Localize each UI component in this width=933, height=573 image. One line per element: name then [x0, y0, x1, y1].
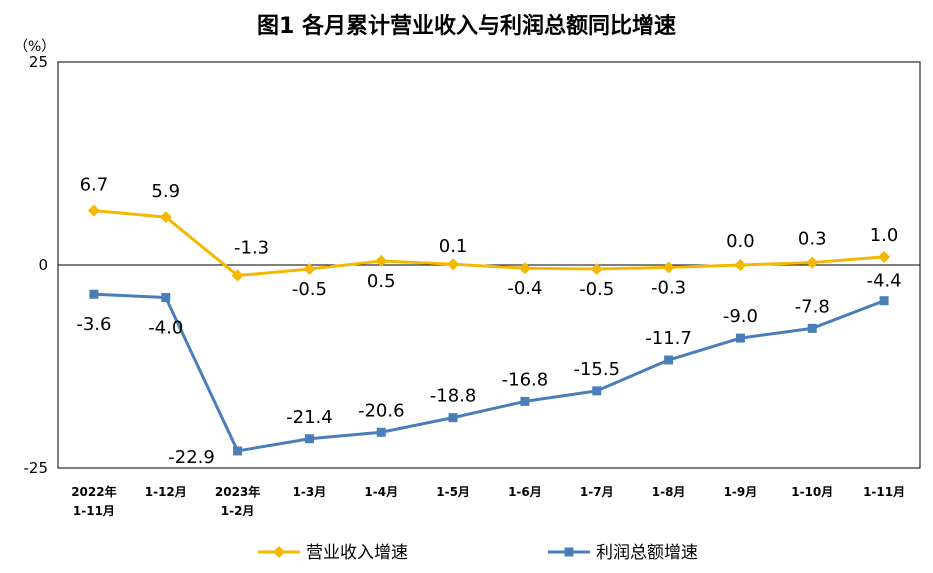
profit-data-point: [448, 413, 458, 423]
profit-data-label: -4.0: [148, 317, 183, 338]
profit-data-label: -11.7: [645, 328, 692, 349]
x-tick-label: 1-2月: [221, 504, 255, 518]
legend: 营业收入增速 利润总额增速: [258, 543, 698, 563]
revenue-data-point: [734, 259, 747, 271]
revenue-data-label: -0.5: [292, 279, 327, 300]
revenue-data-label: 0.3: [798, 229, 827, 250]
revenue-data-point: [662, 261, 675, 274]
revenue-data-point: [231, 269, 244, 282]
profit-data-label: -9.0: [723, 306, 758, 327]
profit-data-point: [376, 427, 386, 437]
profit-data-point: [233, 446, 243, 456]
profit-data-point: [664, 355, 674, 365]
profit-data-point: [89, 289, 99, 299]
profit-data-point: [304, 434, 314, 444]
revenue-data-point: [518, 262, 531, 275]
revenue-data-point: [303, 263, 316, 276]
y-tick-label: 25: [29, 53, 48, 71]
profit-data-label: -3.6: [76, 314, 111, 335]
legend-marker: [273, 546, 285, 558]
axis-layer: 25 0 -25 2022年 1-11月 1-12月 2023年 1-2月 1-3月 1-4月 1-…: [24, 53, 920, 518]
y-tick-label: 0: [38, 256, 48, 274]
revenue-data-label: 5.9: [151, 181, 180, 202]
legend-label: 利润总额增速: [596, 543, 698, 563]
x-tick-label: 1-8月: [652, 485, 686, 499]
revenue-data-label: 0.0: [726, 231, 755, 252]
profit-data-point: [735, 333, 745, 343]
x-tick-label: 1-12月: [145, 485, 187, 499]
profit-data-label: -16.8: [502, 369, 549, 390]
revenue-data-label: 0.1: [439, 236, 468, 257]
profit-data-label: -22.9: [168, 447, 215, 468]
legend-label: 营业收入增速: [306, 543, 408, 563]
revenue-data-point: [590, 263, 603, 276]
profit-data-label: -4.4: [867, 271, 902, 292]
revenue-data-point: [878, 250, 891, 263]
profit-data-label: -18.8: [430, 386, 477, 407]
revenue-data-label: -0.3: [651, 277, 686, 298]
profit-data-label: -21.4: [286, 407, 333, 428]
x-tick-label: 1-3月: [293, 485, 327, 499]
profit-data-point: [161, 292, 171, 302]
revenue-data-point: [447, 258, 460, 271]
revenue-data-label: -0.5: [579, 279, 614, 300]
x-tick-label: 2022年: [71, 484, 116, 499]
x-tick-label: 1-10月: [791, 485, 833, 499]
revenue-data-label: 6.7: [80, 175, 109, 196]
profit-growth-line: [93, 292, 885, 453]
x-tick-label: 1-11月: [73, 504, 115, 518]
revenue-growth-line: [93, 209, 885, 278]
revenue-data-point: [375, 254, 388, 267]
x-tick-label: 1-5月: [436, 485, 470, 499]
revenue-data-point: [87, 204, 100, 217]
legend-marker: [564, 547, 574, 557]
profit-data-label: -7.8: [795, 296, 830, 317]
revenue-data-label: 1.0: [870, 225, 899, 246]
x-tick-label: 1-11月: [863, 485, 905, 499]
y-axis-unit-label: （%）: [14, 39, 56, 55]
x-tick-label: 1-7月: [580, 485, 614, 499]
x-tick-label: 1-4月: [364, 485, 398, 499]
x-tick-label: 2023年: [215, 484, 260, 499]
revenue-data-point: [159, 211, 172, 224]
y-tick-label: -25: [24, 459, 49, 477]
profit-data-point: [592, 386, 602, 396]
profit-data-point: [520, 396, 530, 406]
revenue-data-label: 0.5: [367, 271, 396, 292]
profit-data-point: [879, 296, 889, 306]
profit-data-label: -15.5: [573, 359, 620, 380]
x-tick-label: 1-6月: [508, 485, 542, 499]
revenue-data-label: -0.4: [507, 278, 542, 299]
revenue-data-point: [806, 256, 819, 269]
series-layer: [87, 204, 891, 456]
x-tick-label: 1-9月: [724, 485, 758, 499]
profit-data-point: [807, 323, 817, 333]
revenue-data-label: -1.3: [234, 238, 269, 259]
profit-data-label: -20.6: [358, 400, 405, 421]
data-label-layer: 6.7 5.9 -1.3 -0.5 0.5 0.1 -0.4 -0.5 -0.3 0.0 0.3 1.…: [76, 175, 901, 468]
chart-title: 图1 各月累计营业收入与利润总额同比增速: [257, 14, 676, 39]
